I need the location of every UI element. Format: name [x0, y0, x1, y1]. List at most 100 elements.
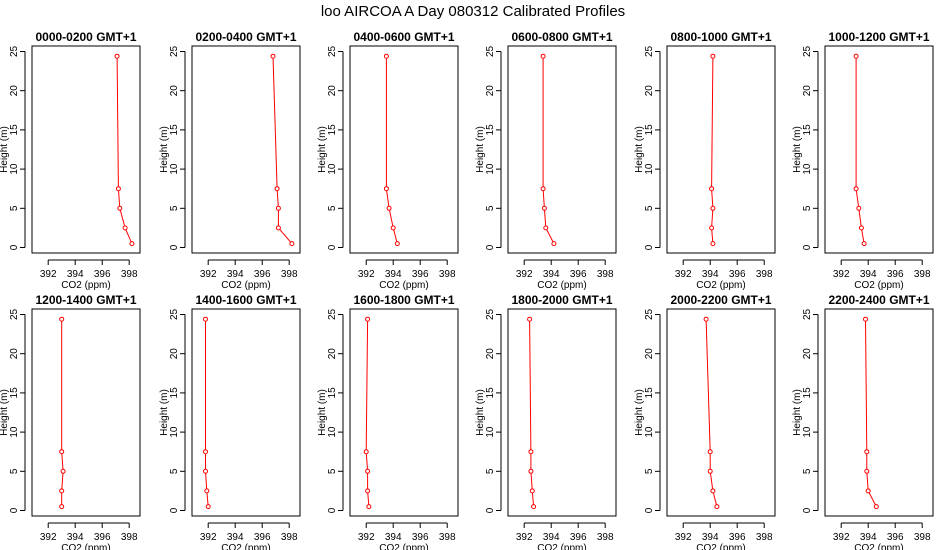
x-tick-label: 396 — [94, 269, 111, 280]
data-point — [528, 449, 534, 455]
x-tick-label: 392 — [40, 269, 57, 280]
y-axis-label: Height (m) — [475, 126, 486, 173]
y-tick-label: 25 — [644, 45, 655, 57]
x-tick-label: 398 — [756, 269, 773, 280]
y-axis-label: Height (m) — [634, 126, 645, 173]
plot-frame — [31, 45, 141, 254]
x-tick-label: 396 — [729, 532, 746, 543]
panel-title: 1200-1400 GMT+1 — [35, 293, 136, 307]
y-tick-label: 0 — [169, 507, 180, 513]
profile-line — [116, 56, 133, 244]
x-tick-label: 398 — [439, 532, 456, 543]
x-tick-label: 398 — [281, 269, 298, 280]
panel-title: 0600-0800 GMT+1 — [511, 30, 612, 44]
panel-title: 0000-0200 GMT+1 — [35, 30, 136, 44]
x-tick-label: 396 — [94, 532, 111, 543]
x-tick-label: 392 — [358, 532, 375, 543]
y-axis-label: Height (m) — [317, 389, 328, 436]
y-axis-label: Height (m) — [634, 389, 645, 436]
x-tick-label: 394 — [543, 532, 560, 543]
y-tick-label: 5 — [644, 205, 655, 211]
profile-panel: 1800-2000 GMT+1 392 394 396 398 CO2 (ppm) 0 5 10… — [475, 293, 617, 550]
y-tick-label: 20 — [485, 85, 496, 97]
plot-frame — [507, 45, 617, 254]
y-tick-label: 10 — [802, 426, 813, 438]
data-point — [858, 225, 864, 231]
y-tick-label: 0 — [327, 244, 338, 250]
y-tick-label: 20 — [802, 85, 813, 97]
data-point — [394, 241, 400, 247]
y-tick-label: 20 — [802, 348, 813, 360]
x-tick-label: 394 — [385, 532, 402, 543]
data-point — [59, 488, 65, 494]
x-tick-label: 394 — [702, 269, 719, 280]
profile-panel: 0200-0400 GMT+1 392 394 396 398 CO2 (ppm) 0 5 10… — [159, 30, 301, 291]
panel-title: 0400-0600 GMT+1 — [353, 30, 454, 44]
data-point — [114, 53, 120, 59]
x-tick-label: 394 — [227, 269, 244, 280]
data-point — [864, 468, 870, 474]
y-tick-label: 25 — [485, 308, 496, 320]
profile-line — [855, 56, 865, 244]
y-axis-label: Height (m) — [0, 389, 10, 436]
y-tick-label: 5 — [802, 468, 813, 474]
data-point — [275, 225, 281, 231]
x-tick-label: 398 — [914, 532, 931, 543]
profile-line — [205, 319, 209, 507]
y-tick-label: 0 — [485, 244, 496, 250]
x-tick-label: 396 — [729, 269, 746, 280]
y-tick-label: 10 — [169, 163, 180, 175]
y-tick-label: 10 — [644, 163, 655, 175]
y-tick-label: 15 — [169, 387, 180, 399]
panel-title: 1000-1200 GMT+1 — [828, 30, 929, 44]
profile-panel: 0600-0800 GMT+1 392 394 396 398 CO2 (ppm) 0 5 10… — [475, 30, 617, 291]
x-tick-label: 396 — [254, 532, 271, 543]
data-point — [710, 488, 716, 494]
data-point — [365, 468, 371, 474]
x-tick-label: 398 — [121, 532, 138, 543]
x-tick-label: 396 — [412, 532, 429, 543]
y-axis-label: Height (m) — [159, 126, 170, 173]
panel-title: 0200-0400 GMT+1 — [195, 30, 296, 44]
data-point — [365, 316, 371, 322]
x-tick-label: 396 — [887, 532, 904, 543]
y-tick-label: 10 — [9, 163, 20, 175]
y-tick-label: 15 — [644, 124, 655, 136]
data-point — [204, 488, 210, 494]
x-tick-label: 396 — [887, 269, 904, 280]
data-point — [365, 488, 371, 494]
x-axis-label: CO2 (ppm) — [379, 543, 428, 550]
profile-panel: 1200-1400 GMT+1 392 394 396 398 CO2 (ppm) 0 5 10… — [0, 293, 141, 550]
y-tick-label: 0 — [802, 507, 813, 513]
y-tick-label: 5 — [327, 205, 338, 211]
data-point — [856, 205, 862, 211]
profile-panel: 1400-1600 GMT+1 392 394 396 398 CO2 (ppm) 0 5 10… — [159, 293, 301, 550]
x-tick-label: 398 — [756, 532, 773, 543]
profile-line — [385, 56, 398, 244]
x-axis-label: CO2 (ppm) — [537, 543, 586, 550]
y-tick-label: 20 — [644, 85, 655, 97]
profile-panel: 1600-1800 GMT+1 392 394 396 398 CO2 (ppm) 0 5 10… — [317, 293, 459, 550]
y-tick-label: 0 — [169, 244, 180, 250]
y-tick-label: 5 — [327, 468, 338, 474]
x-tick-label: 396 — [254, 269, 271, 280]
x-axis-label: CO2 (ppm) — [61, 543, 110, 550]
x-tick-label: 394 — [67, 532, 84, 543]
x-tick-label: 396 — [412, 269, 429, 280]
data-point — [703, 316, 709, 322]
data-point — [527, 316, 533, 322]
y-axis-label: Height (m) — [0, 126, 10, 173]
plot-frame — [666, 308, 776, 517]
y-tick-label: 20 — [9, 348, 20, 360]
x-axis-label: CO2 (ppm) — [696, 280, 745, 291]
data-point — [709, 186, 715, 192]
x-axis-label: CO2 (ppm) — [854, 280, 903, 291]
y-tick-label: 15 — [644, 387, 655, 399]
y-tick-label: 25 — [169, 45, 180, 57]
y-tick-label: 0 — [9, 507, 20, 513]
data-point — [115, 186, 121, 192]
data-point — [383, 53, 389, 59]
x-tick-label: 398 — [597, 269, 614, 280]
panel-title: 0800-1000 GMT+1 — [670, 30, 771, 44]
